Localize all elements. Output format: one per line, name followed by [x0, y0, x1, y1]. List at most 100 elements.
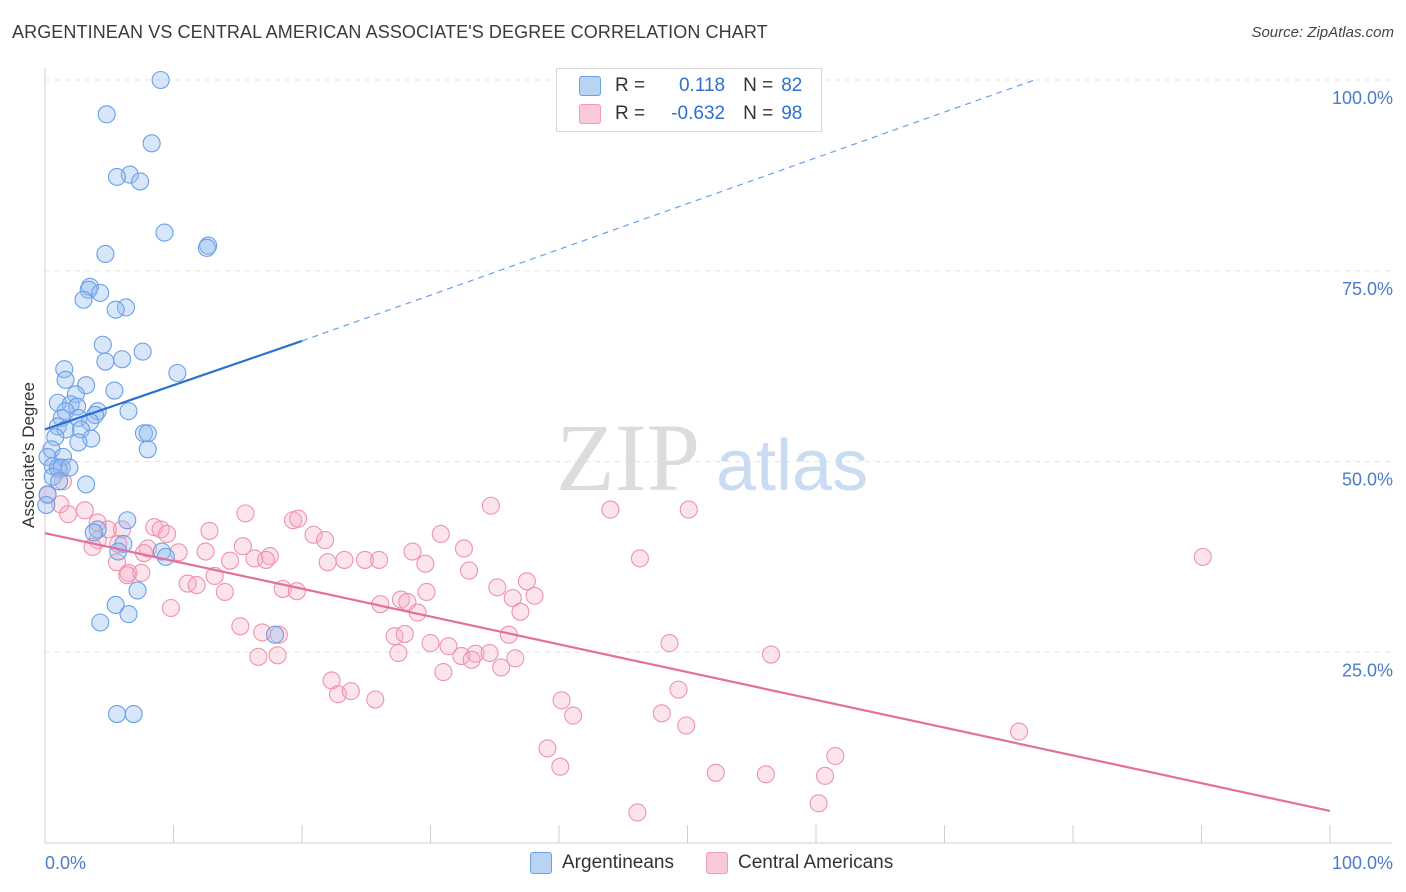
argentinean-point — [138, 424, 157, 443]
central-american-point — [416, 554, 435, 573]
central-american-point — [503, 589, 522, 608]
central-american-point — [677, 716, 696, 735]
tick-labels: 25.0% 50.0% 75.0% 100.0% 0.0% 100.0% Associate… — [19, 88, 1393, 873]
central-american-point — [132, 563, 151, 582]
central-american-point — [815, 766, 835, 785]
watermark: ZIP atlas — [556, 404, 868, 511]
chart-title: ARGENTINEAN VS CENTRAL AMERICAN ASSOCIAT… — [12, 22, 768, 42]
legend-r-value: 0.118 — [678, 75, 726, 96]
legend-n-label: N = — [743, 75, 774, 96]
central-american-point — [564, 706, 583, 725]
central-american-point — [652, 704, 671, 723]
central-american-point — [452, 647, 471, 666]
argentinean-point — [119, 402, 138, 421]
argentinean-point — [151, 70, 170, 90]
central-american-point — [1009, 722, 1029, 741]
central-american-point — [601, 500, 620, 519]
argentinean-point — [96, 244, 115, 264]
legend-r-label: R = — [615, 103, 646, 124]
central-american-point — [462, 650, 481, 669]
central-american-point — [151, 520, 170, 539]
y-tick-label: 25.0% — [1342, 660, 1393, 680]
central-american-point — [551, 757, 570, 776]
argentinean-point — [84, 523, 103, 542]
argentinean-point — [131, 172, 150, 191]
central-american-point — [431, 524, 450, 544]
y-tick-label: 100.0% — [1332, 88, 1393, 108]
legend-row-argentineans: R = 0.118 N = 82 — [579, 73, 802, 99]
argentinean-point — [68, 397, 87, 416]
central-american-point — [403, 542, 422, 561]
argentinean-point — [56, 370, 75, 389]
argentineans-trend-line — [44, 339, 303, 431]
argentinean-point — [106, 595, 125, 614]
argentinean-point — [105, 381, 124, 400]
central-american-point — [826, 746, 845, 766]
central-american-point — [51, 495, 70, 514]
y-tick-label: 50.0% — [1342, 470, 1393, 490]
central-american-point — [660, 634, 679, 653]
central-american-point — [187, 576, 206, 595]
argentinean-point — [74, 290, 93, 309]
bottom-legend-central-americans: Central Americans — [705, 852, 893, 874]
central-american-point — [304, 525, 323, 544]
central-american-point — [196, 542, 215, 561]
argentinean-point — [133, 342, 152, 361]
argentinean-point — [107, 167, 127, 186]
argentinean-point — [56, 420, 75, 439]
central-american-point — [355, 550, 375, 569]
central-american-point — [220, 551, 240, 570]
central-american-point — [706, 763, 725, 782]
y-axis-title: Associate's Degree — [19, 382, 38, 528]
argentinean-point — [156, 547, 175, 566]
central-american-point — [630, 549, 650, 568]
argentinean-point — [77, 475, 96, 494]
argentinean-point — [106, 300, 125, 319]
legend-r-value: -0.632 — [671, 103, 726, 124]
argentinean-point — [113, 350, 132, 369]
bottom-legend-swatch-central-americans — [705, 852, 728, 874]
legend-box: R = 0.118 N = 82 R = -0.632 N = 98 — [556, 68, 822, 132]
central-american-point — [459, 561, 479, 580]
central-american-point — [215, 582, 234, 602]
central-american-point — [236, 504, 255, 523]
central-american-point — [492, 658, 511, 677]
argentinean-point — [93, 335, 112, 354]
y-tick-label: 75.0% — [1342, 279, 1393, 299]
argentinean-point — [168, 363, 187, 383]
central-american-point — [316, 531, 335, 550]
argentinean-point — [37, 495, 56, 515]
bottom-legend-label-argentineans: Argentineans — [562, 852, 674, 873]
argentinean-point — [50, 472, 69, 491]
argentinean-point — [119, 605, 138, 624]
x-tick-label: 100.0% — [1332, 853, 1393, 873]
central-american-point — [341, 682, 360, 701]
central-american-point — [59, 505, 78, 524]
central-american-point — [161, 598, 180, 618]
argentinean-point — [124, 705, 143, 724]
central-americans-trend-line — [44, 532, 1331, 813]
argentinean-point — [79, 280, 98, 299]
legend-n-value: 98 — [781, 103, 803, 124]
central-american-point — [511, 602, 530, 621]
trend-lines — [44, 79, 1331, 813]
central-american-point — [488, 578, 507, 597]
central-american-point — [200, 521, 219, 540]
watermark-atlas: atlas — [716, 426, 868, 506]
central-american-point — [113, 520, 132, 539]
central-american-point — [269, 625, 288, 644]
bottom-legend: Argentineans Central Americans — [530, 852, 925, 874]
central-american-point — [517, 572, 536, 591]
central-american-point — [506, 649, 525, 668]
argentinean-point — [96, 352, 115, 371]
central-american-point — [628, 803, 647, 822]
central-american-point — [421, 634, 440, 653]
central-american-point — [389, 643, 408, 663]
central-american-point — [178, 574, 197, 593]
argentineans-trend-extension — [301, 79, 1035, 342]
argentinean-point — [60, 458, 79, 477]
legend-n-label: N = — [743, 103, 774, 124]
legend-swatch-argentineans — [579, 76, 601, 96]
argentinean-point — [77, 376, 96, 395]
